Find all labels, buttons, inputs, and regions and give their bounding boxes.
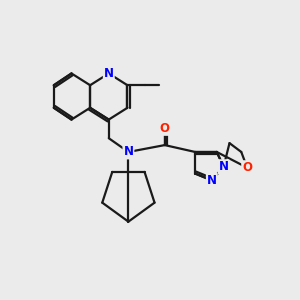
Text: O: O [160,122,170,135]
Text: N: N [104,67,114,80]
Text: N: N [219,160,229,173]
Text: O: O [242,161,252,174]
Text: N: N [123,146,134,158]
Text: —: — [151,81,159,90]
Text: N: N [207,174,217,187]
